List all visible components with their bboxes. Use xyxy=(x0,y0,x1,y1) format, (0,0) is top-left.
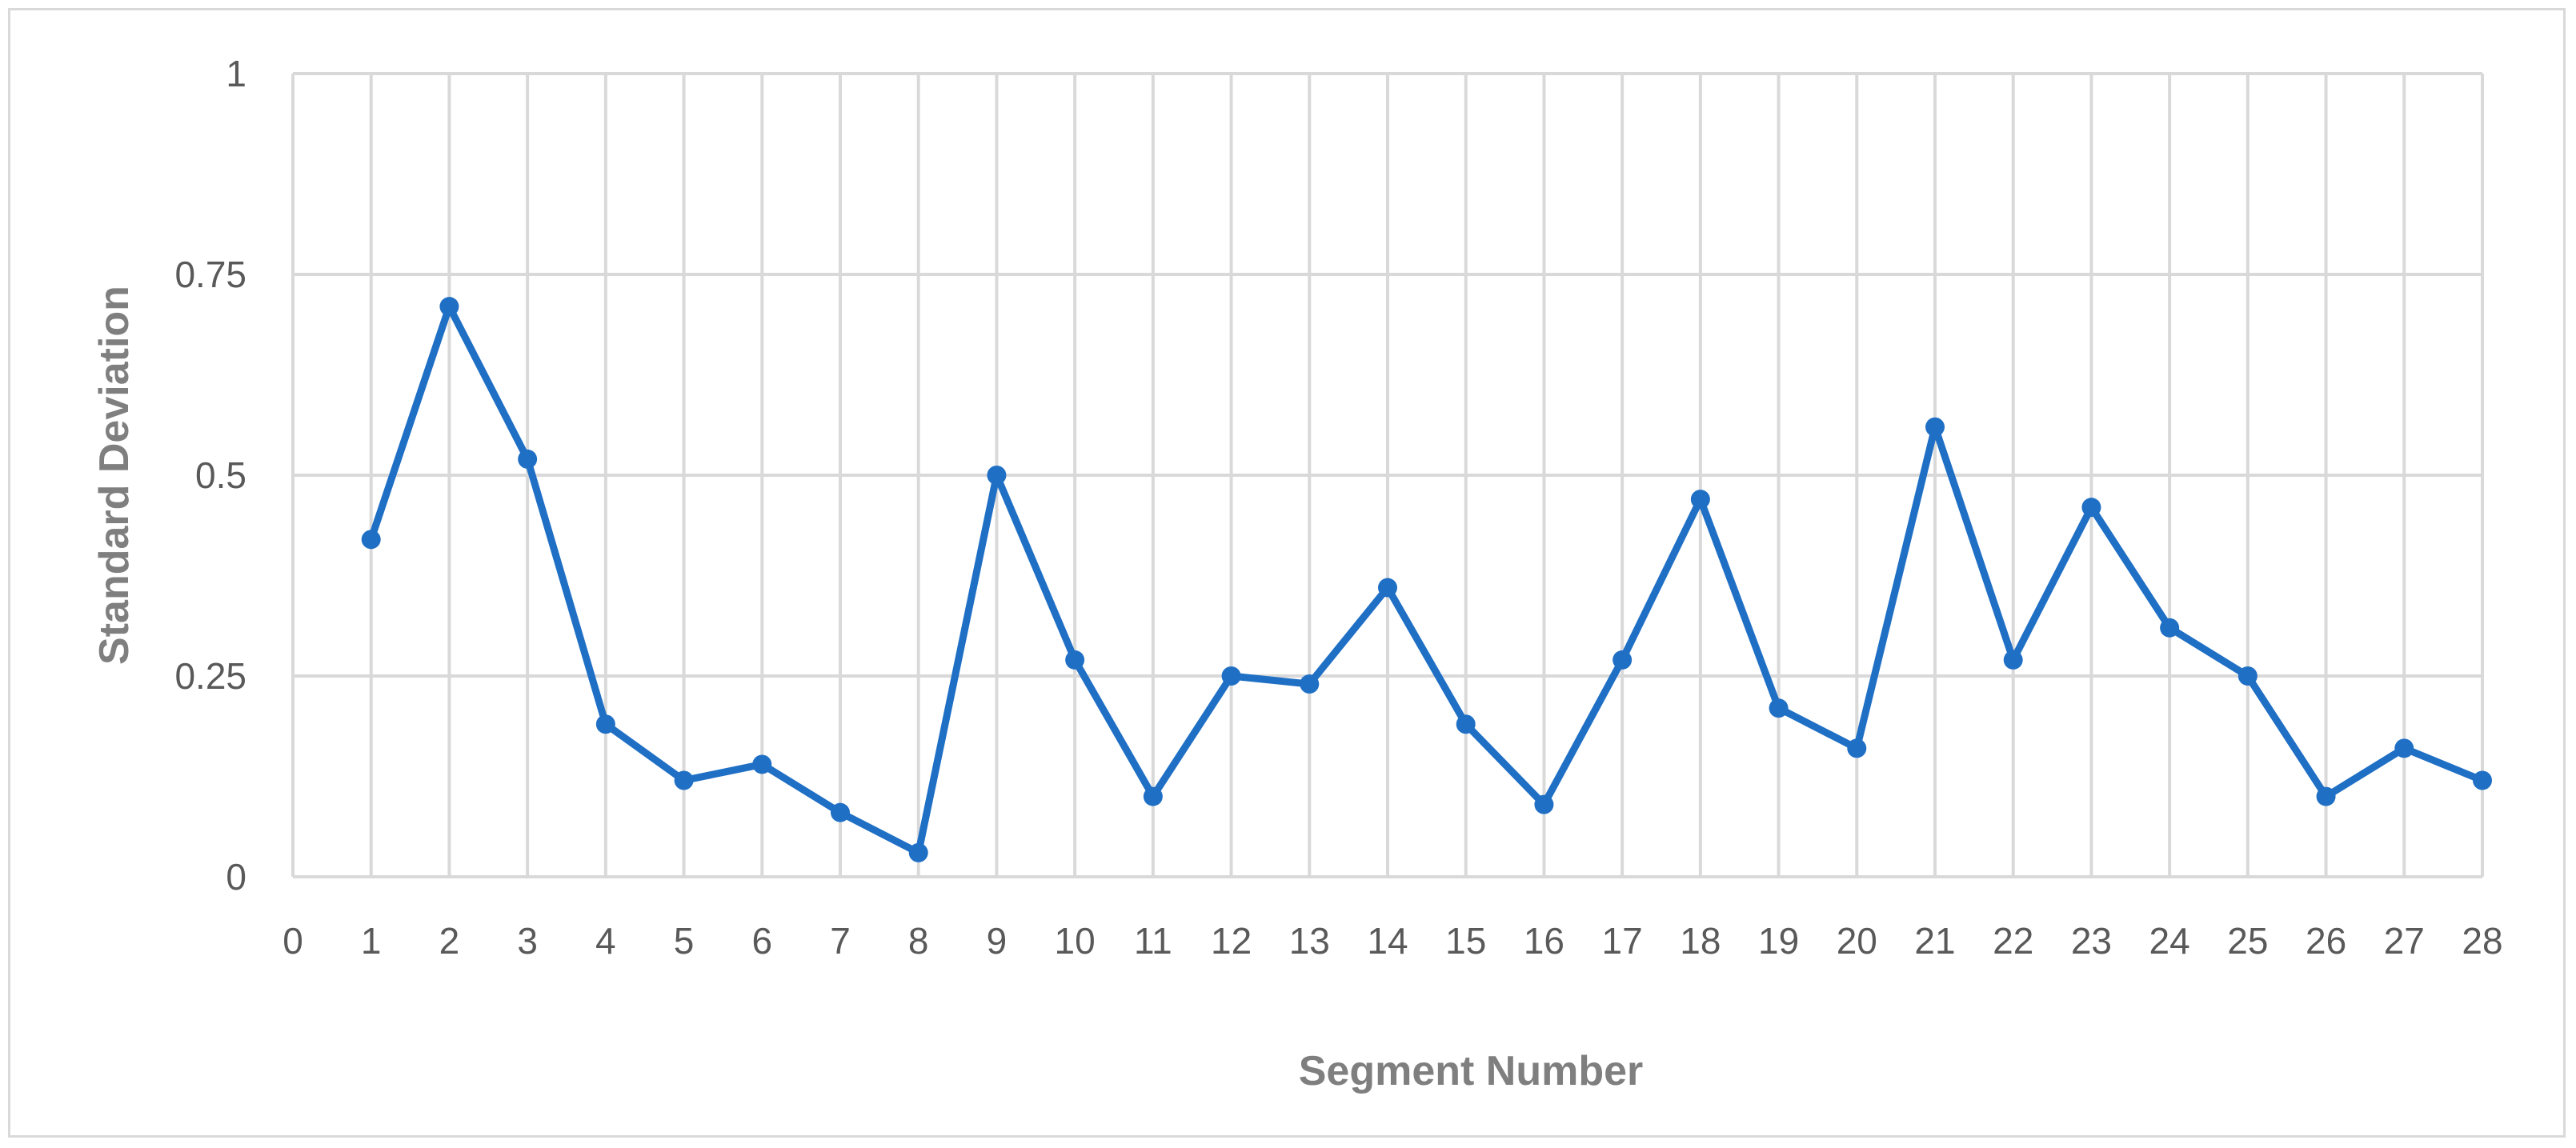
y-tick-label: 0 xyxy=(226,856,246,898)
data-point xyxy=(1847,738,1867,758)
series-line xyxy=(367,302,2486,857)
data-point xyxy=(2316,786,2336,806)
x-tick-label: 15 xyxy=(1445,920,1486,962)
x-tick-label: 19 xyxy=(1758,920,1799,962)
x-tick-label: 24 xyxy=(2149,920,2190,962)
y-tick-label: 0.25 xyxy=(174,655,246,697)
data-point xyxy=(2473,770,2492,790)
x-tick-label: 8 xyxy=(908,920,929,962)
data-point xyxy=(1769,698,1789,718)
y-tick-label: 1 xyxy=(226,53,246,94)
x-tick-label: 7 xyxy=(830,920,851,962)
x-tick-label: 3 xyxy=(517,920,538,962)
data-point xyxy=(1300,674,1320,694)
data-point xyxy=(1613,650,1633,670)
x-tick-label: 10 xyxy=(1055,920,1096,962)
x-tick-label: 26 xyxy=(2306,920,2346,962)
x-tick-label: 12 xyxy=(1211,920,1252,962)
x-tick-label: 21 xyxy=(1914,920,1955,962)
x-tick-label: 25 xyxy=(2227,920,2268,962)
x-tick-label: 11 xyxy=(1134,920,1172,962)
x-tick-label: 27 xyxy=(2384,920,2425,962)
y-tick-label: 0.75 xyxy=(174,254,246,295)
x-tick-label: 13 xyxy=(1289,920,1330,962)
x-tick-label: 14 xyxy=(1367,920,1408,962)
x-tick-label: 17 xyxy=(1602,920,1643,962)
data-point xyxy=(752,754,772,774)
data-point xyxy=(595,714,615,734)
x-tick-label: 5 xyxy=(674,920,695,962)
data-point xyxy=(1690,490,1710,510)
data-point xyxy=(674,770,694,790)
data-point xyxy=(908,842,928,862)
data-point xyxy=(1534,794,1554,814)
series-layer xyxy=(361,297,2492,862)
data-point xyxy=(2394,738,2414,758)
data-point xyxy=(2081,498,2101,518)
data-point xyxy=(518,449,538,469)
data-point xyxy=(2003,650,2023,670)
x-tick-label: 9 xyxy=(987,920,1008,962)
x-tick-label: 2 xyxy=(439,920,460,962)
data-point xyxy=(831,802,850,822)
x-tick-label: 28 xyxy=(2462,920,2502,962)
x-tick-label: 23 xyxy=(2071,920,2112,962)
data-point xyxy=(2237,666,2258,686)
data-point xyxy=(1221,666,1241,686)
x-tick-label: 1 xyxy=(361,920,382,962)
data-point xyxy=(361,530,381,550)
chart-frame xyxy=(8,8,2566,1138)
data-point xyxy=(2160,618,2180,638)
x-tick-label: 6 xyxy=(751,920,772,962)
data-point xyxy=(1456,714,1476,734)
x-axis-title: Segment Number xyxy=(1299,1048,1644,1094)
x-tick-label: 18 xyxy=(1680,920,1721,962)
data-point xyxy=(1925,417,1945,437)
grid-layer xyxy=(291,72,2484,878)
y-tick-label: 0.5 xyxy=(195,454,246,496)
data-point xyxy=(987,466,1007,485)
data-point xyxy=(1143,786,1163,806)
x-tick-label: 20 xyxy=(1837,920,1877,962)
data-point xyxy=(439,297,459,317)
y-axis-title: Standard Deviation xyxy=(91,286,138,665)
x-tick-label: 0 xyxy=(282,920,303,962)
data-point xyxy=(1378,578,1397,598)
data-point xyxy=(1065,650,1085,670)
x-tick-label: 16 xyxy=(1524,920,1564,962)
x-tick-label: 4 xyxy=(595,920,616,962)
x-tick-label: 22 xyxy=(1993,920,2033,962)
